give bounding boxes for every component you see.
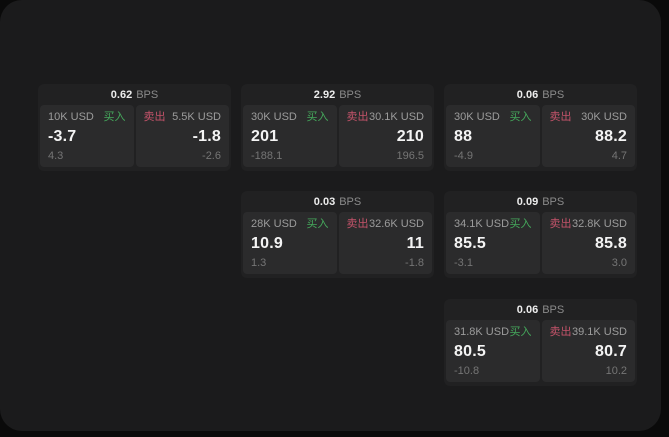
- buy-price: 10.9: [251, 234, 283, 252]
- buy-side-label: 买入: [103, 111, 126, 123]
- app-surface: 0.62 BPS 10K USD 买入 -3.7 4.3 卖出 5.5K USD…: [0, 0, 661, 431]
- buy-side-label: 买入: [306, 218, 329, 230]
- sell-panel[interactable]: 卖出 30K USD 88.2 4.7: [541, 105, 635, 167]
- sell-amount: 32.6K USD: [368, 218, 424, 230]
- sell-amount: 30.1K USD: [368, 111, 424, 123]
- sell-side-label: 卖出: [549, 326, 572, 338]
- card-header: 0.62 BPS: [40, 84, 229, 105]
- sell-delta: -2.6: [202, 150, 221, 162]
- quote-card-4: 0.03 BPS 28K USD 买入 10.9 1.3 卖出 32.6K US…: [241, 191, 434, 278]
- buy-price: 88: [454, 127, 473, 145]
- bps-unit-label: BPS: [542, 195, 565, 208]
- sell-amount: 5.5K USD: [172, 111, 221, 123]
- buy-amount: 34.1K USD: [454, 218, 510, 230]
- card-header: 0.06 BPS: [446, 299, 635, 320]
- sell-delta: 10.2: [605, 365, 627, 377]
- sell-delta: 4.7: [611, 150, 627, 162]
- buy-panel[interactable]: 30K USD 买入 201 -188.1: [243, 105, 337, 167]
- quote-card-5: 0.09 BPS 34.1K USD 买入 85.5 -3.1 卖出 32.8K…: [444, 191, 637, 278]
- buy-side-label: 买入: [509, 111, 532, 123]
- sell-side-label: 卖出: [549, 218, 572, 230]
- buy-price: 80.5: [454, 342, 486, 360]
- card-header: 0.09 BPS: [446, 191, 635, 212]
- buy-amount: 30K USD: [251, 111, 297, 123]
- sell-delta: -1.8: [405, 257, 424, 269]
- buy-side-label: 买入: [306, 111, 329, 123]
- buy-panel[interactable]: 34.1K USD 买入 85.5 -3.1: [446, 212, 540, 274]
- sell-panel[interactable]: 卖出 30.1K USD 210 196.5: [338, 105, 432, 167]
- sell-amount: 32.8K USD: [571, 218, 627, 230]
- buy-price: -3.7: [48, 127, 77, 145]
- sell-side-label: 卖出: [346, 111, 369, 123]
- buy-panel[interactable]: 28K USD 买入 10.9 1.3: [243, 212, 337, 274]
- sell-amount: 39.1K USD: [571, 326, 627, 338]
- buy-amount: 10K USD: [48, 111, 94, 123]
- sell-amount: 30K USD: [581, 111, 627, 123]
- buy-price: 201: [251, 127, 279, 145]
- card-header: 0.06 BPS: [446, 84, 635, 105]
- sell-price: 11: [406, 234, 424, 252]
- buy-amount: 30K USD: [454, 111, 500, 123]
- sell-panel[interactable]: 卖出 5.5K USD -1.8 -2.6: [135, 105, 229, 167]
- quote-card-3: 0.06 BPS 30K USD 买入 88 -4.9 卖出 30K USD 8…: [444, 84, 637, 171]
- sell-side-label: 卖出: [346, 218, 369, 230]
- sell-panel[interactable]: 卖出 39.1K USD 80.7 10.2: [541, 320, 635, 382]
- buy-delta: -4.9: [454, 150, 473, 162]
- bps-value: 0.03: [313, 195, 336, 208]
- bps-unit-label: BPS: [339, 88, 362, 101]
- buy-amount: 28K USD: [251, 218, 297, 230]
- buy-side-label: 买入: [509, 218, 532, 230]
- buy-delta: 4.3: [48, 150, 64, 162]
- sell-panel[interactable]: 卖出 32.8K USD 85.8 3.0: [541, 212, 635, 274]
- bps-unit-label: BPS: [542, 303, 565, 316]
- buy-panel[interactable]: 30K USD 买入 88 -4.9: [446, 105, 540, 167]
- bps-unit-label: BPS: [339, 195, 362, 208]
- buy-delta: -188.1: [251, 150, 283, 162]
- sell-delta: 196.5: [396, 150, 424, 162]
- sell-price: 210: [396, 127, 424, 145]
- bps-value: 0.09: [516, 195, 539, 208]
- bps-unit-label: BPS: [136, 88, 159, 101]
- buy-panel[interactable]: 10K USD 买入 -3.7 4.3: [40, 105, 134, 167]
- buy-delta: 1.3: [251, 257, 267, 269]
- sell-price: -1.8: [192, 127, 221, 145]
- buy-delta: -3.1: [454, 257, 473, 269]
- bps-value: 0.06: [516, 303, 539, 316]
- bps-value: 0.06: [516, 88, 539, 101]
- buy-side-label: 买入: [509, 326, 532, 338]
- bps-value: 0.62: [110, 88, 133, 101]
- sell-panel[interactable]: 卖出 32.6K USD 11 -1.8: [338, 212, 432, 274]
- card-header: 0.03 BPS: [243, 191, 432, 212]
- quote-card-2: 2.92 BPS 30K USD 买入 201 -188.1 卖出 30.1K …: [241, 84, 434, 171]
- buy-delta: -10.8: [454, 365, 480, 377]
- sell-price: 88.2: [595, 127, 627, 145]
- bps-unit-label: BPS: [542, 88, 565, 101]
- sell-delta: 3.0: [611, 257, 627, 269]
- bps-value: 2.92: [313, 88, 336, 101]
- buy-price: 85.5: [454, 234, 486, 252]
- sell-price: 80.7: [595, 342, 627, 360]
- sell-price: 85.8: [595, 234, 627, 252]
- sell-side-label: 卖出: [143, 111, 166, 123]
- quote-card-1: 0.62 BPS 10K USD 买入 -3.7 4.3 卖出 5.5K USD…: [38, 84, 231, 171]
- quote-card-6: 0.06 BPS 31.8K USD 买入 80.5 -10.8 卖出 39.1…: [444, 299, 637, 386]
- buy-panel[interactable]: 31.8K USD 买入 80.5 -10.8: [446, 320, 540, 382]
- buy-amount: 31.8K USD: [454, 326, 510, 338]
- card-header: 2.92 BPS: [243, 84, 432, 105]
- sell-side-label: 卖出: [549, 111, 572, 123]
